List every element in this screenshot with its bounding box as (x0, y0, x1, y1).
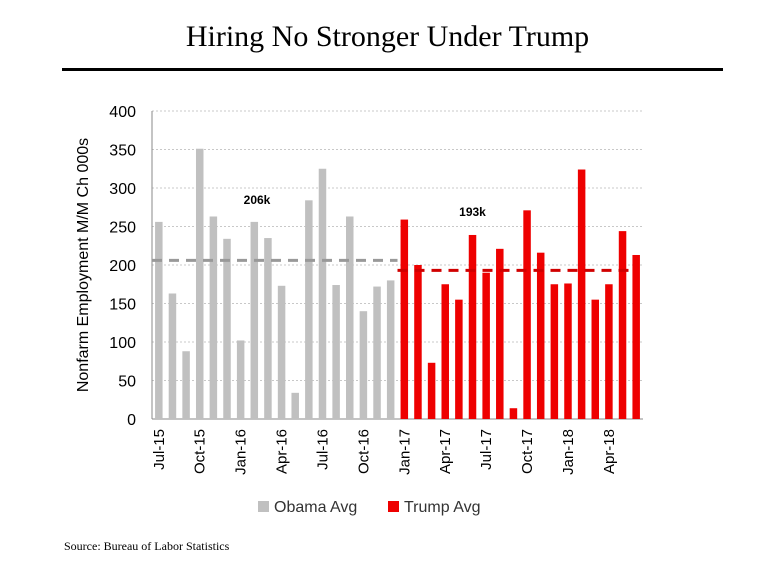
x-tick-label: Oct-15 (192, 429, 209, 474)
bar-obama (332, 285, 340, 419)
bar-obama (373, 286, 381, 419)
x-tick-label: Apr-18 (601, 429, 618, 474)
bar-obama (386, 280, 395, 419)
bar-trump (427, 362, 436, 419)
bar-trump (414, 265, 422, 419)
bar-trump (577, 169, 586, 419)
x-tick-label: Apr-16 (274, 429, 291, 474)
legend-label: Obama Avg (274, 499, 357, 516)
title-rule (62, 68, 723, 71)
y-tick-label: 200 (109, 258, 136, 275)
y-tick-label: 250 (109, 220, 136, 237)
bar-obama (182, 351, 190, 419)
bar-trump (455, 299, 463, 419)
y-tick-label: 0 (127, 412, 136, 429)
bar-trump (496, 248, 504, 419)
bar-trump (468, 234, 477, 419)
bar-obama (209, 216, 218, 419)
x-tick-label: Oct-16 (355, 429, 372, 474)
bar-trump (482, 272, 490, 419)
x-tick-label: Apr-17 (437, 429, 454, 474)
bar-trump (632, 254, 640, 419)
bar-trump (564, 283, 572, 419)
y-tick-label: 50 (118, 374, 136, 391)
y-tick-label: 300 (109, 181, 136, 198)
bar-trump (441, 284, 449, 419)
y-tick-label: 100 (109, 335, 136, 352)
bar-obama (223, 238, 231, 419)
bar-obama (195, 148, 204, 420)
bar-trump (550, 284, 559, 419)
y-axis-label: Nonfarm Employment M/M Ch 000s (75, 138, 92, 392)
bar-obama (346, 216, 354, 419)
y-tick-label: 150 (109, 297, 136, 314)
average-label: 206k (244, 193, 271, 207)
bar-obama (236, 340, 245, 419)
bar-obama (277, 285, 286, 419)
bar-trump (618, 231, 627, 419)
legend-swatch (258, 501, 269, 512)
x-tick-label: Jan-16 (233, 429, 250, 475)
bar-obama (264, 238, 272, 419)
bar-obama (250, 221, 259, 419)
bar-obama (155, 221, 163, 419)
bar-obama (291, 392, 299, 419)
legend-label: Trump Avg (404, 499, 480, 516)
bar-trump (400, 219, 409, 419)
x-tick-label: Jul-16 (314, 429, 331, 470)
bar-obama (359, 311, 368, 419)
x-tick-label: Oct-17 (519, 429, 536, 474)
chart-title: Hiring No Stronger Under Trump (185, 20, 590, 53)
bar-trump (509, 408, 518, 419)
x-tick-label: Jan-17 (396, 429, 413, 475)
x-tick-label: Jul-17 (478, 429, 495, 470)
bar-trump (536, 252, 545, 419)
bar-trump (605, 284, 613, 419)
source-note: Source: Bureau of Labor Statistics (64, 539, 230, 553)
bar-obama (168, 293, 177, 419)
legend-swatch (388, 501, 399, 512)
average-label: 193k (459, 205, 486, 219)
bar-trump (523, 210, 531, 419)
y-tick-label: 350 (109, 143, 136, 160)
bar-obama (318, 168, 327, 419)
y-tick-label: 400 (109, 104, 136, 121)
x-tick-label: Jul-15 (151, 429, 168, 470)
bar-trump (591, 299, 600, 419)
x-tick-label: Jan-18 (560, 429, 577, 475)
bar-obama (305, 200, 313, 419)
